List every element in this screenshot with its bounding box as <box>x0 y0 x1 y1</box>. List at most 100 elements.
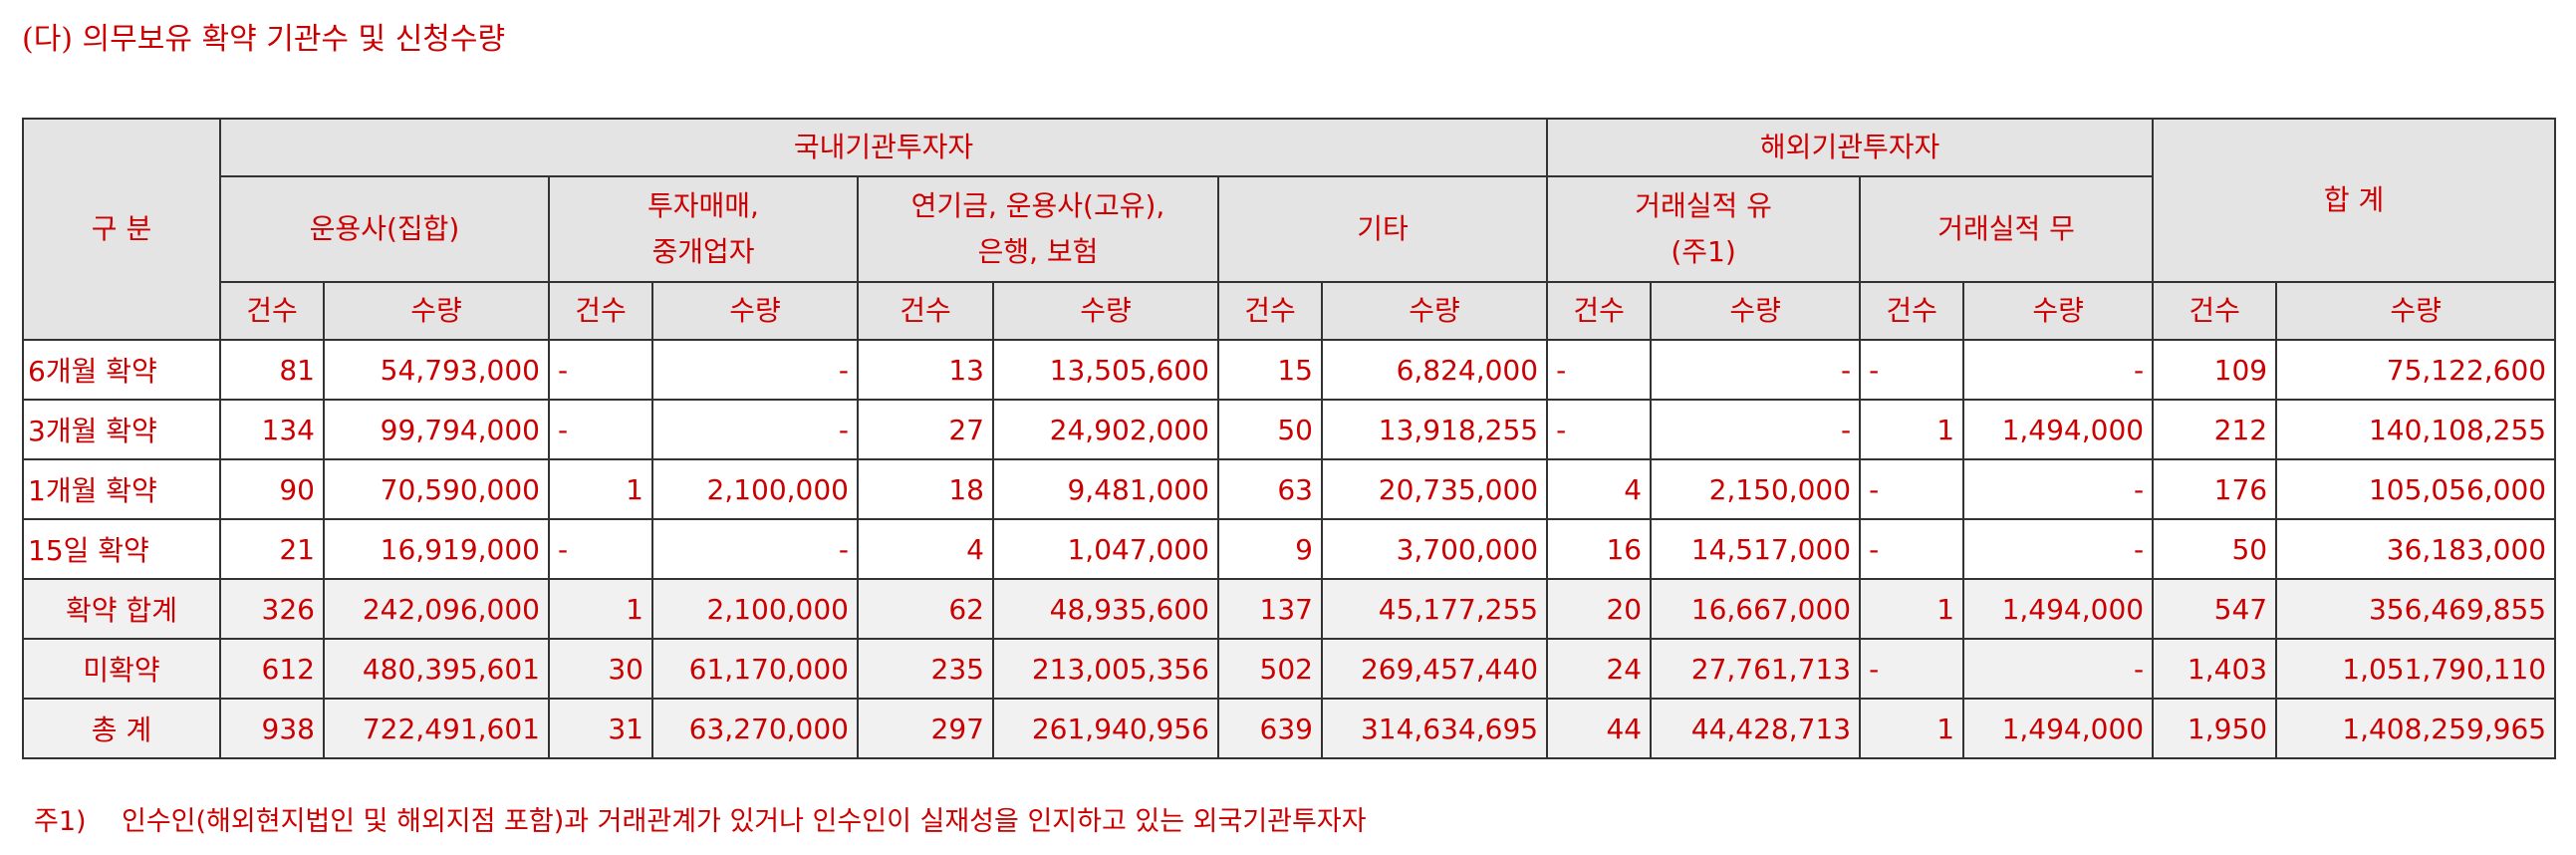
table-cell: 44,428,713 <box>1650 698 1862 759</box>
row-label: 미확약 <box>22 638 221 700</box>
row-label: 15일 확약 <box>22 518 221 580</box>
table-cell: 213,005,356 <box>992 638 1219 700</box>
header-count: 건수 <box>1859 281 1965 341</box>
table-cell: 1,047,000 <box>992 518 1219 580</box>
table-cell: 9,481,000 <box>992 458 1219 520</box>
table-cell: 1 <box>548 458 653 520</box>
header-qty: 수량 <box>992 281 1219 341</box>
header-other: 기타 <box>1216 175 1549 283</box>
table-cell: 44 <box>1546 698 1653 759</box>
table-cell: - <box>651 399 859 460</box>
table-cell: - <box>1859 339 1965 401</box>
table-cell: 4 <box>857 518 994 580</box>
table-cell: 326 <box>219 578 325 640</box>
table-cell: - <box>1962 458 2155 520</box>
table-cell: 242,096,000 <box>323 578 550 640</box>
header-dealer: 투자매매, 중개업자 <box>548 175 859 283</box>
table-cell: 3,700,000 <box>1320 518 1549 580</box>
table-row: 1개월 확약 90 70,590,000 1 2,100,000 18 9,481,000 6… <box>22 458 2557 520</box>
table-row: 3개월 확약 134 99,794,000- -27 24,902,000 50 13,91… <box>22 399 2557 460</box>
table-cell: 48,935,600 <box>992 578 1219 640</box>
table-cell: 1,494,000 <box>1962 578 2155 640</box>
table-row: 15일 확약 21 16,919,000- -4 1,047,000 9 3,700,000… <box>22 518 2557 580</box>
row-label: 확약 합계 <box>22 578 221 640</box>
table-cell: 1 <box>1859 578 1965 640</box>
table-cell: 722,491,601 <box>323 698 550 759</box>
table-cell: 45,177,255 <box>1320 578 1549 640</box>
table-cell: - <box>1650 399 1862 460</box>
table-cell: 13,505,600 <box>992 339 1219 401</box>
table-cell: 502 <box>1217 638 1323 700</box>
table-cell: 140,108,255 <box>2275 399 2557 460</box>
table-cell: 1 <box>1859 399 1965 460</box>
table-cell: 81 <box>219 339 325 401</box>
header-trade-yes: 거래실적 유 (주1) <box>1546 175 1862 283</box>
table-cell: 13 <box>857 339 994 401</box>
table-cell: 50 <box>2152 518 2278 580</box>
table-cell: 70,590,000 <box>323 458 550 520</box>
table-cell: 314,634,695 <box>1320 698 1549 759</box>
table-cell: - <box>548 339 653 401</box>
table-cell: 24,902,000 <box>992 399 1219 460</box>
table-cell: 1,950 <box>2152 698 2278 759</box>
table-cell: 18 <box>857 458 994 520</box>
table-cell: 75,122,600 <box>2275 339 2557 401</box>
footnote-text: 인수인(해외현지법인 및 해외지점 포함)과 거래관계가 있거나 인수인이 실재… <box>122 806 1367 837</box>
section-title: (다) 의무보유 확약 기관수 및 신청수량 <box>22 22 506 57</box>
header-qty: 수량 <box>651 281 859 341</box>
header-dealer-line2: 중개업자 <box>651 235 755 268</box>
table-cell: 612 <box>219 638 325 700</box>
table-row: 미확약 612 480,395,601 30 61,170,000 235 213,005,… <box>22 638 2557 700</box>
header-trade-yes-line1: 거래실적 유 <box>1635 188 1772 222</box>
table-cell: 27,761,713 <box>1650 638 1862 700</box>
table-cell: 1,403 <box>2152 638 2278 700</box>
footnote-ref: 주1) <box>34 806 87 837</box>
table-cell: 2,100,000 <box>651 458 859 520</box>
table-row: 총 계 938 722,491,601 31 63,270,000 297 261,940,… <box>22 698 2557 759</box>
header-dealer-line1: 투자매매, <box>647 188 759 222</box>
table-cell: - <box>1962 638 2155 700</box>
table-row: 확약 합계 326 242,096,000 1 2,100,000 62 48,935,60… <box>22 578 2557 640</box>
row-label: 6개월 확약 <box>22 339 221 401</box>
table-cell: - <box>548 399 653 460</box>
table-cell: 1,408,259,965 <box>2275 698 2557 759</box>
header-count: 건수 <box>857 281 994 341</box>
header-domestic: 국내기관투자자 <box>218 118 1549 177</box>
table-cell: - <box>548 518 653 580</box>
table-cell: 105,056,000 <box>2275 458 2557 520</box>
table-cell: 16 <box>1546 518 1653 580</box>
table-row: 6개월 확약 81 54,793,000- -13 13,505,600 15 6,824,… <box>22 339 2557 401</box>
table-cell: - <box>1546 339 1653 401</box>
header-asset-mgmt: 운용사(집합) <box>219 175 550 283</box>
lockup-commitment-table: 구 분 국내기관투자자 해외기관투자자 합 계 운용사(집합) 투자매매, 중개업… <box>22 118 2557 759</box>
table-cell: - <box>1962 339 2155 401</box>
header-count: 건수 <box>2152 281 2278 341</box>
table-cell: 480,395,601 <box>323 638 550 700</box>
table-cell: 137 <box>1217 578 1323 640</box>
table-cell: 16,919,000 <box>323 518 550 580</box>
table-cell: 1 <box>548 578 653 640</box>
header-count: 건수 <box>548 281 653 341</box>
table-cell: 61,170,000 <box>651 638 859 700</box>
table-cell: 20 <box>1546 578 1653 640</box>
table-cell: 1 <box>1859 698 1965 759</box>
header-qty: 수량 <box>323 281 550 341</box>
header-category: 구 분 <box>22 118 221 341</box>
table-cell: - <box>1859 638 1965 700</box>
table-cell: 36,183,000 <box>2275 518 2557 580</box>
header-pension-line2: 은행, 보험 <box>977 235 1099 268</box>
table-cell: 6,824,000 <box>1320 339 1549 401</box>
table-cell: 176 <box>2152 458 2278 520</box>
table-cell: 1,494,000 <box>1962 698 2155 759</box>
table-cell: 2,100,000 <box>651 578 859 640</box>
table-cell: 16,667,000 <box>1650 578 1862 640</box>
table-cell: 62 <box>857 578 994 640</box>
table-cell: 30 <box>548 638 653 700</box>
table-cell: - <box>651 339 859 401</box>
table-cell: 90 <box>219 458 325 520</box>
header-foreign: 해외기관투자자 <box>1546 118 2155 177</box>
header-trade-yes-line2: (주1) <box>1671 235 1736 268</box>
header-total: 합 계 <box>2152 118 2557 283</box>
table-cell: - <box>1859 518 1965 580</box>
header-trade-no: 거래실적 무 <box>1859 175 2155 283</box>
